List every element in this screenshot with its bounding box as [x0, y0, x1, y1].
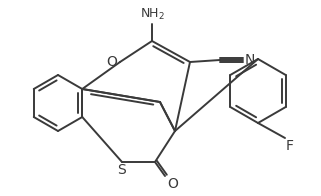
- Text: F: F: [286, 139, 294, 153]
- Text: N: N: [245, 53, 256, 67]
- Text: S: S: [117, 163, 126, 177]
- Text: O: O: [106, 55, 117, 69]
- Text: O: O: [167, 177, 178, 191]
- Text: NH$_2$: NH$_2$: [140, 7, 164, 22]
